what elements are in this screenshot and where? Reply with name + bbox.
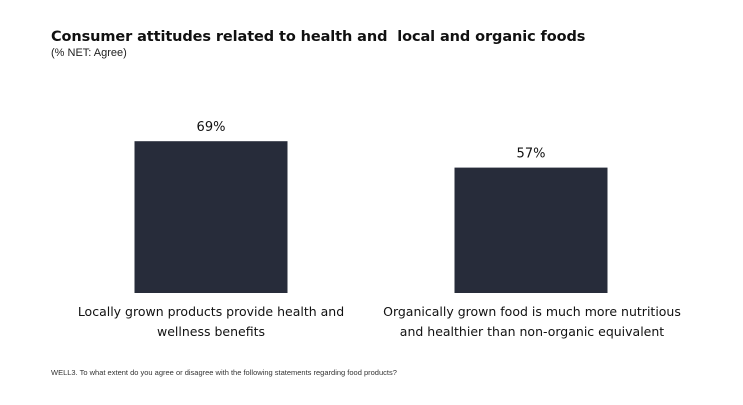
category-label-organic: Organically grown food is much more nutr…: [383, 304, 681, 339]
chart-subtitle: (% NET: Agree): [51, 47, 127, 59]
bar-organic: [454, 167, 608, 293]
bar-local: [134, 141, 288, 293]
footnote: WELL3. To what extent do you agree or di…: [51, 368, 397, 377]
chart-title: Consumer attitudes related to health and…: [51, 29, 586, 45]
category-label-local: Locally grown products provide health an…: [77, 304, 345, 339]
value-label-local: 69%: [197, 120, 226, 135]
value-label-organic: 57%: [517, 147, 546, 162]
